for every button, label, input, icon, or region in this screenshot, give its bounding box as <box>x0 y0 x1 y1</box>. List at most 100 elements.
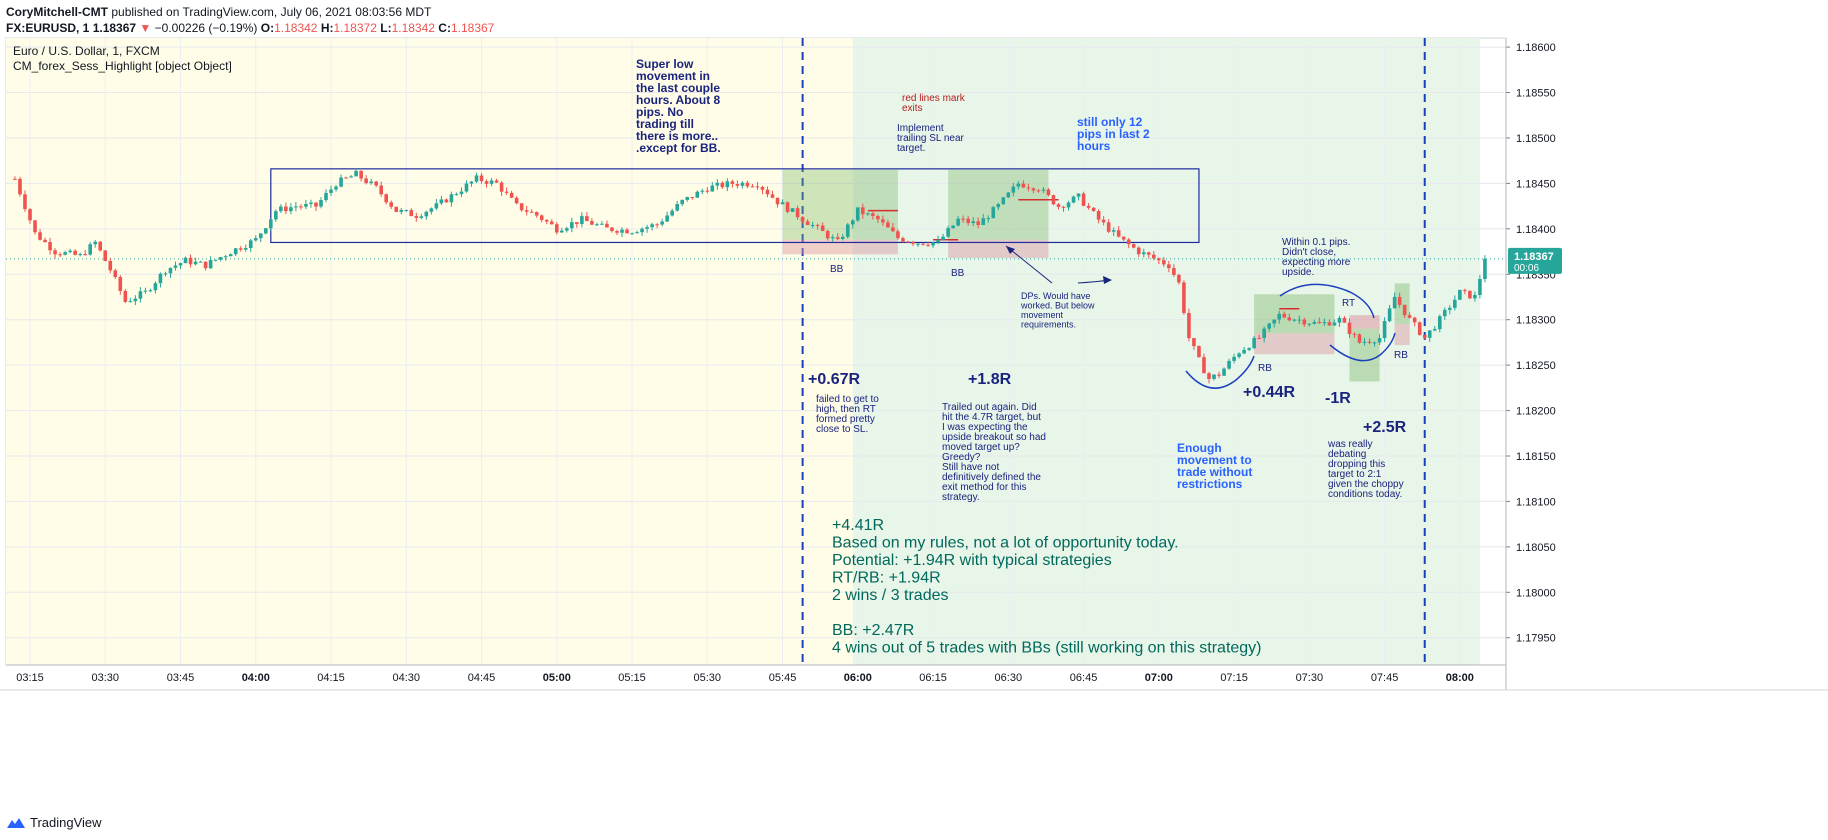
candle-body <box>850 220 855 225</box>
candle-body <box>830 237 835 239</box>
candle-body <box>710 185 715 192</box>
note-red-lines: red lines mark exits <box>902 93 966 114</box>
candle-body <box>1453 299 1457 308</box>
candle-body <box>866 213 870 215</box>
candle-body <box>911 242 915 244</box>
candle-body <box>314 202 318 207</box>
open-value: 1.18342 <box>274 21 318 35</box>
result-r2: +1.8R <box>968 371 1012 388</box>
candle-body <box>274 211 278 220</box>
candle-body <box>1347 322 1352 334</box>
candle-body <box>208 260 213 269</box>
last-price-tag <box>1508 247 1562 274</box>
candle-body <box>399 210 404 212</box>
candle-body <box>419 216 424 218</box>
candle-body <box>1232 356 1236 361</box>
candle-body <box>464 183 469 192</box>
y-tick-label: 1.18500 <box>1516 133 1556 145</box>
candle-body <box>1182 282 1186 313</box>
tradingview-footer[interactable]: TradingView <box>6 815 102 830</box>
candle-body <box>1011 186 1016 193</box>
candle-body <box>906 241 910 243</box>
candle-body <box>1282 313 1287 318</box>
pattern-arc <box>1185 355 1255 389</box>
candle-body <box>379 185 383 195</box>
tradingview-brand: TradingView <box>30 815 102 830</box>
candle-body <box>439 199 444 204</box>
candle-body <box>409 210 414 217</box>
candle-body <box>284 206 288 212</box>
candle-body <box>63 252 67 255</box>
candle-body <box>1377 338 1382 343</box>
candle-body <box>334 186 338 190</box>
candle-body <box>976 221 981 226</box>
candle-body <box>1167 264 1171 269</box>
candle-body <box>1372 342 1377 344</box>
candle-body <box>1237 353 1241 357</box>
candle-body <box>770 194 775 198</box>
candle-body <box>986 218 991 220</box>
candle-body <box>78 254 82 256</box>
candle-body <box>1056 204 1061 207</box>
candle-body <box>931 242 935 246</box>
candle-body <box>901 238 905 242</box>
candle-body <box>324 192 328 201</box>
candle-body <box>615 231 619 233</box>
candle-body <box>1016 183 1021 187</box>
candle-body <box>459 191 464 195</box>
candle-body <box>650 224 654 228</box>
candle-body <box>479 175 484 182</box>
candle-body <box>871 213 875 216</box>
y-tick-label: 1.18200 <box>1516 406 1556 418</box>
trade-stop-zone <box>1394 324 1410 346</box>
candle-body <box>58 254 62 256</box>
candle-body <box>73 250 77 255</box>
candle-body <box>163 273 168 275</box>
candle-body <box>961 218 965 220</box>
candle-body <box>319 200 323 207</box>
candle-body <box>1463 289 1467 291</box>
candle-body <box>544 219 549 222</box>
x-tick-label: 07:00 <box>1145 672 1173 684</box>
candle-body <box>354 170 358 177</box>
countdown-timer: 00:06 <box>1514 263 1539 274</box>
candle-body <box>1006 192 1011 198</box>
arrow-line <box>1005 245 1053 284</box>
close-label: C: <box>438 21 451 35</box>
pattern-arc <box>1279 283 1375 319</box>
candle-body <box>198 261 203 263</box>
candle-body <box>700 190 705 192</box>
candle-body <box>1287 317 1292 321</box>
candle-body <box>1162 260 1166 265</box>
candle-body <box>715 182 720 186</box>
label-bb: BB <box>830 264 844 275</box>
candle-body <box>1432 329 1437 331</box>
candle-body <box>228 254 233 257</box>
candle-body <box>1337 317 1342 323</box>
candle-body <box>570 222 574 229</box>
candle-body <box>1312 321 1317 324</box>
candle-body <box>1437 316 1442 330</box>
candle-body <box>183 257 188 264</box>
candle-body <box>269 219 273 229</box>
author-name[interactable]: CoryMitchell-CMT <box>6 5 108 19</box>
x-tick-label: 05:00 <box>543 672 571 684</box>
candle-body <box>655 224 659 226</box>
candle-body <box>1141 252 1146 255</box>
tradingview-logo-icon <box>7 817 25 828</box>
candle-body <box>48 242 52 251</box>
candle-body <box>1442 309 1447 317</box>
candle-body <box>364 178 368 184</box>
candle-body <box>138 291 143 299</box>
x-tick-label: 05:15 <box>618 672 646 684</box>
label-rb: RB <box>1258 363 1272 374</box>
y-tick-label: 1.18450 <box>1516 178 1556 190</box>
candle-body <box>263 228 268 234</box>
candle-body <box>966 218 970 224</box>
candle-body <box>765 189 770 195</box>
candle-body <box>1197 346 1201 358</box>
candle-body <box>1332 322 1337 326</box>
candle-body <box>28 209 32 221</box>
candle-body <box>1192 338 1196 347</box>
